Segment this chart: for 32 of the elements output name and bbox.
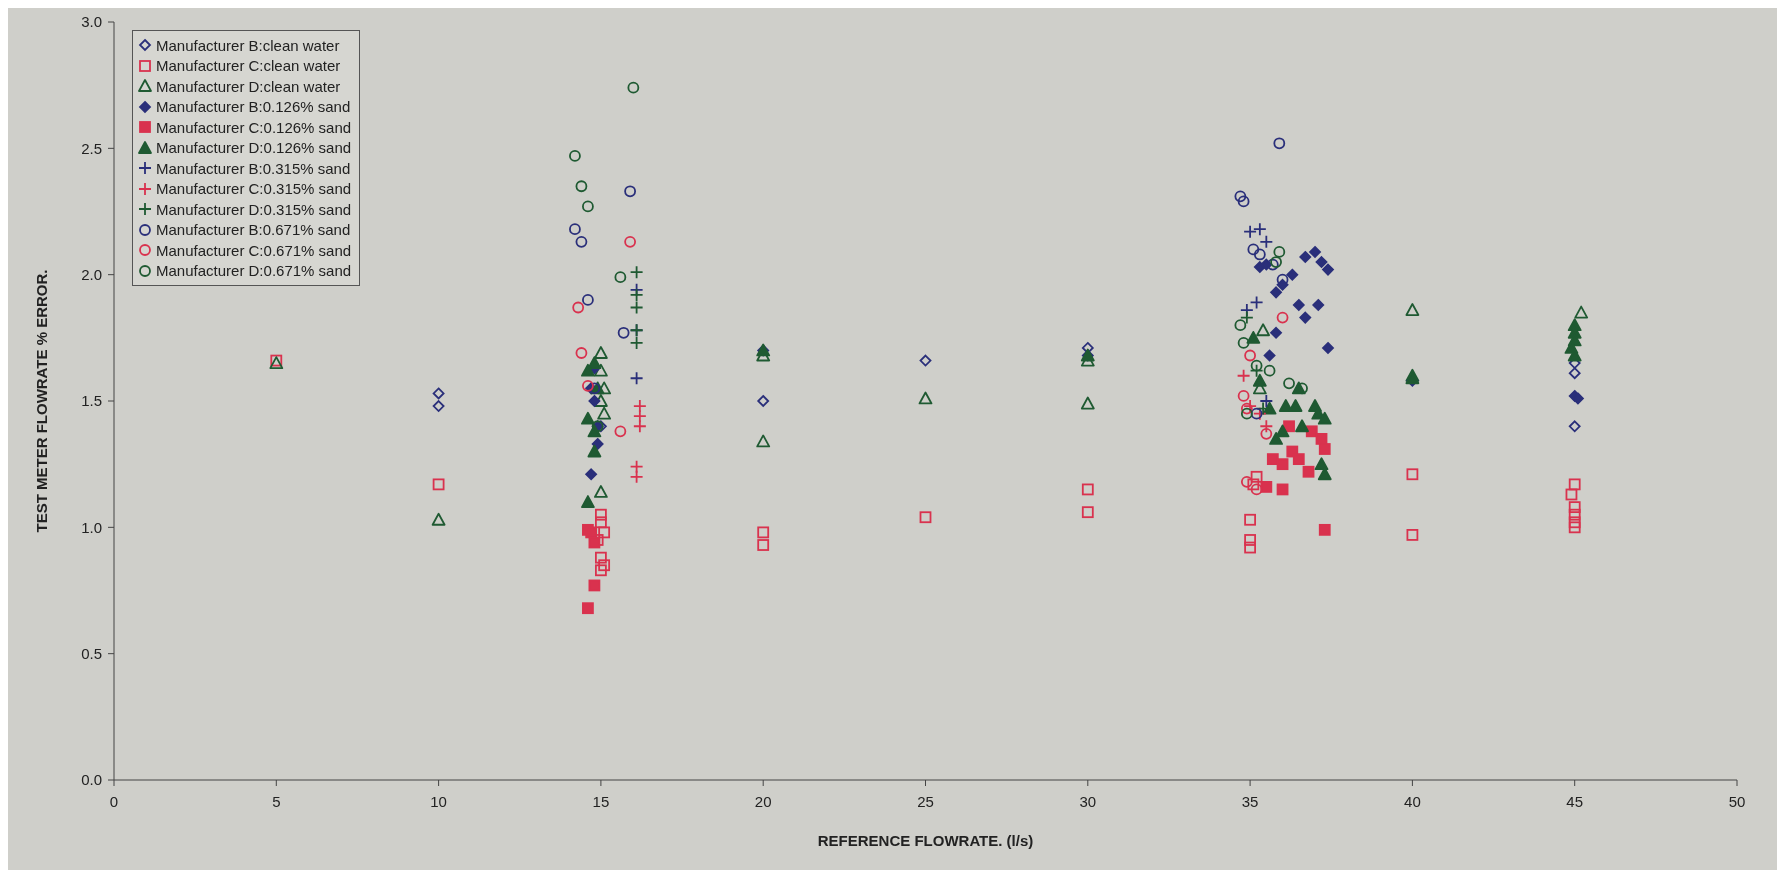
y-tick-label: 2.5 <box>81 139 102 157</box>
y-tick-label: 3.0 <box>81 13 102 31</box>
x-axis-title: REFERENCE FLOWRATE. (l/s) <box>817 832 1034 849</box>
x-tick-label: 35 <box>1241 792 1259 810</box>
legend-label: Manufacturer B:clean water <box>156 36 340 54</box>
legend-label: Manufacturer B:0.126% sand <box>156 98 351 116</box>
x-tick-label: 5 <box>272 792 281 810</box>
legend-label: Manufacturer D:clean water <box>156 77 341 95</box>
y-tick-label: 0.5 <box>81 644 102 662</box>
legend-label: Manufacturer D:0.671% sand <box>156 262 352 280</box>
x-tick-label: 0 <box>109 792 119 810</box>
x-tick-label: 20 <box>754 792 772 810</box>
y-tick-label: 0.0 <box>81 771 102 789</box>
y-tick-label: 1.5 <box>81 392 102 410</box>
legend-label: Manufacturer C:0.126% sand <box>156 118 352 136</box>
y-tick-label: 2.0 <box>81 265 102 283</box>
legend-label: Manufacturer C:0.671% sand <box>156 241 352 259</box>
x-tick-label: 30 <box>1079 792 1097 810</box>
legend-label: Manufacturer B:0.671% sand <box>156 221 351 239</box>
y-tick-label: 1.0 <box>81 518 102 536</box>
x-tick-label: 40 <box>1404 792 1421 810</box>
x-tick-label: 15 <box>592 792 610 810</box>
x-tick-label: 45 <box>1566 792 1584 810</box>
legend-label: Manufacturer C:clean water <box>156 57 341 75</box>
x-tick-label: 10 <box>430 792 447 810</box>
legend-label: Manufacturer C:0.315% sand <box>156 180 352 198</box>
x-tick-label: 25 <box>917 792 934 810</box>
x-tick-label: 50 <box>1728 792 1746 810</box>
legend-label: Manufacturer D:0.315% sand <box>156 200 352 218</box>
legend-label: Manufacturer B:0.315% sand <box>156 159 351 177</box>
y-axis-title: TEST METER FLOWRATE % ERROR. <box>33 269 51 533</box>
legend-label: Manufacturer D:0.126% sand <box>156 139 352 157</box>
